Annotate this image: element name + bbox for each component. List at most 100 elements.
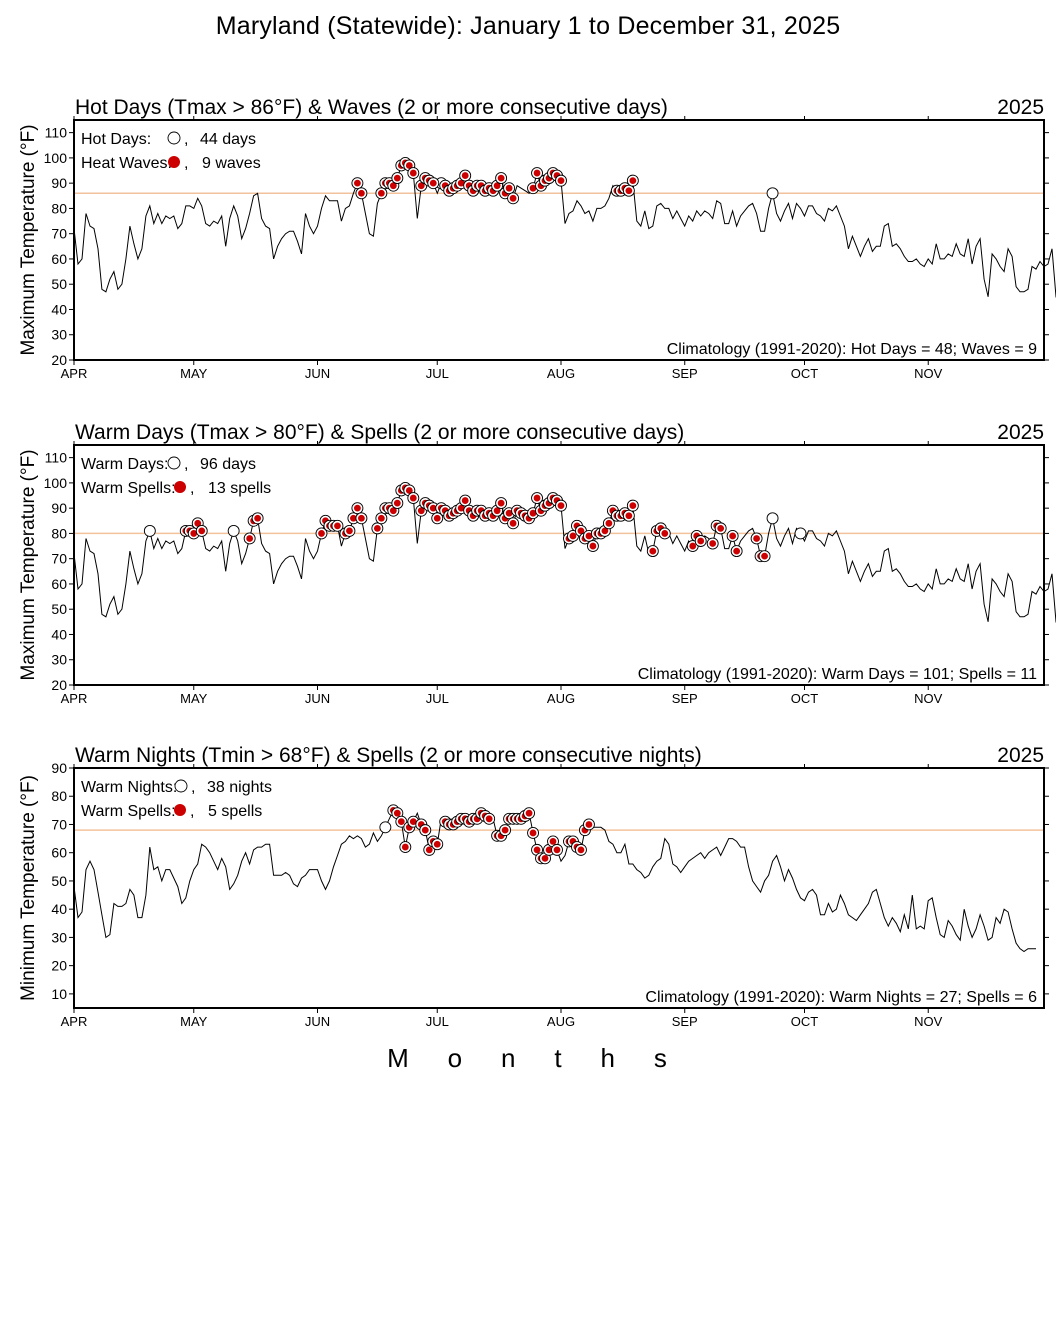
y-tick-label: 40 [51, 626, 67, 642]
event-day-dot [605, 519, 613, 527]
y-tick-label: 70 [51, 816, 67, 832]
event-day-dot [569, 532, 577, 540]
event-day-dot [358, 514, 365, 522]
x-tick-label: JUN [305, 1014, 330, 1029]
y-axis-label: Maximum Temperature (°F) [18, 124, 39, 355]
y-tick-label: 40 [51, 301, 67, 317]
event-day-dot [505, 184, 513, 192]
panel-year: 2025 [997, 421, 1044, 444]
event-day-dot [497, 174, 505, 182]
x-tick-label: NOV [914, 366, 943, 381]
y-tick-label: 90 [51, 175, 67, 191]
event-day-dot [354, 179, 361, 187]
legend-days-label: Hot Days: [81, 131, 151, 148]
event-day-dot [661, 530, 669, 537]
panel-title: Warm Days (Tmax > 80°F) & Spells (2 or m… [75, 421, 684, 444]
event-day-dot [629, 177, 637, 185]
event-day-dot [389, 507, 397, 515]
legend-days-value: 38 nights [207, 779, 272, 796]
y-tick-label: 30 [51, 327, 67, 343]
event-day-dot [585, 821, 593, 828]
event-day-dot [525, 809, 533, 817]
legend-comma: , [184, 155, 188, 172]
event-day-dot [509, 194, 517, 202]
legend-red-dot-icon [174, 804, 186, 816]
panel-year: 2025 [997, 96, 1044, 119]
x-tick-label: NOV [914, 691, 943, 706]
event-day-dot [625, 187, 633, 195]
y-tick-label: 50 [51, 276, 67, 292]
temperature-series-line [73, 809, 1036, 953]
x-tick-label: JUL [426, 366, 449, 381]
event-day-dot [346, 527, 353, 535]
y-tick-label: 60 [51, 845, 67, 861]
event-day-dot [393, 809, 401, 817]
y-tick-label: 110 [45, 125, 68, 141]
event-day-dot [409, 494, 417, 502]
y-tick-label: 30 [51, 652, 67, 668]
legend-events-value: 13 spells [208, 480, 271, 497]
event-day-dot [501, 826, 509, 834]
exceedance-day-marker [143, 524, 156, 537]
event-day-dot [557, 177, 565, 185]
panel-title: Hot Days (Tmax > 86°F) & Waves (2 or mor… [75, 96, 668, 119]
legend-comma: , [184, 456, 188, 473]
event-day-dot [529, 829, 537, 837]
y-tick-label: 30 [51, 929, 67, 945]
x-tick-label: SEP [672, 1014, 698, 1029]
y-tick-label: 60 [51, 251, 67, 267]
event-day-dot [533, 169, 541, 177]
chart-panel-2: Warm Days (Tmax > 80°F) & Spells (2 or m… [18, 421, 1056, 706]
event-day-dot [377, 514, 385, 522]
event-day-dot [409, 818, 417, 826]
y-tick-label: 90 [51, 500, 67, 516]
x-tick-label: APR [61, 366, 88, 381]
event-day-dot [697, 537, 705, 545]
x-tick-label: JUN [305, 691, 330, 706]
event-day-dot [389, 182, 397, 190]
event-day-dot [577, 846, 585, 854]
event-day-dot [557, 502, 565, 510]
x-tick-label: NOV [914, 1014, 943, 1029]
event-day-dot [401, 843, 409, 851]
event-day-dot [529, 184, 537, 192]
event-day-dot [733, 547, 741, 555]
climatology-note: Climatology (1991-2020): Warm Nights = 2… [645, 989, 1037, 1006]
climatology-note: Climatology (1991-2020): Hot Days = 48; … [667, 341, 1037, 358]
event-day-dot [194, 519, 202, 527]
x-tick-label: AUG [547, 366, 575, 381]
event-day-dot [509, 519, 517, 527]
y-tick-label: 60 [51, 576, 67, 592]
event-day-dot [541, 854, 549, 862]
x-tick-label: OCT [791, 691, 819, 706]
event-day-dot [497, 499, 505, 507]
x-tick-label: JUL [426, 1014, 449, 1029]
event-day-dot [190, 530, 198, 537]
legend-open-circle-icon [167, 456, 181, 470]
event-day-dot [358, 189, 365, 197]
event-day-dot [753, 535, 760, 542]
event-day-dot [425, 846, 433, 854]
event-day-dot [549, 838, 557, 845]
event-day-dot [393, 174, 401, 182]
y-tick-label: 80 [51, 525, 67, 541]
exceedance-day-marker [766, 512, 779, 525]
event-day-dot [729, 532, 737, 540]
event-day-dot [350, 514, 357, 522]
event-day-dot [585, 532, 593, 540]
page-title: Maryland (Statewide): January 1 to Decem… [216, 12, 841, 40]
legend-comma: , [190, 803, 194, 820]
event-day-dot [429, 179, 437, 187]
legend-days-label: Warm Nights: [81, 779, 177, 796]
event-day-dot [421, 826, 429, 834]
x-tick-label: JUN [305, 366, 330, 381]
event-day-dot [254, 514, 262, 522]
plot-frame [73, 767, 1045, 1009]
event-day-dot [198, 527, 206, 535]
event-day-dot [601, 527, 609, 535]
x-tick-label: JUL [426, 691, 449, 706]
x-tick-label: AUG [547, 1014, 575, 1029]
x-axis-label: M o n t h s [387, 1043, 669, 1073]
exceedance-day-marker [794, 527, 807, 540]
legend-open-circle-icon [174, 779, 188, 793]
